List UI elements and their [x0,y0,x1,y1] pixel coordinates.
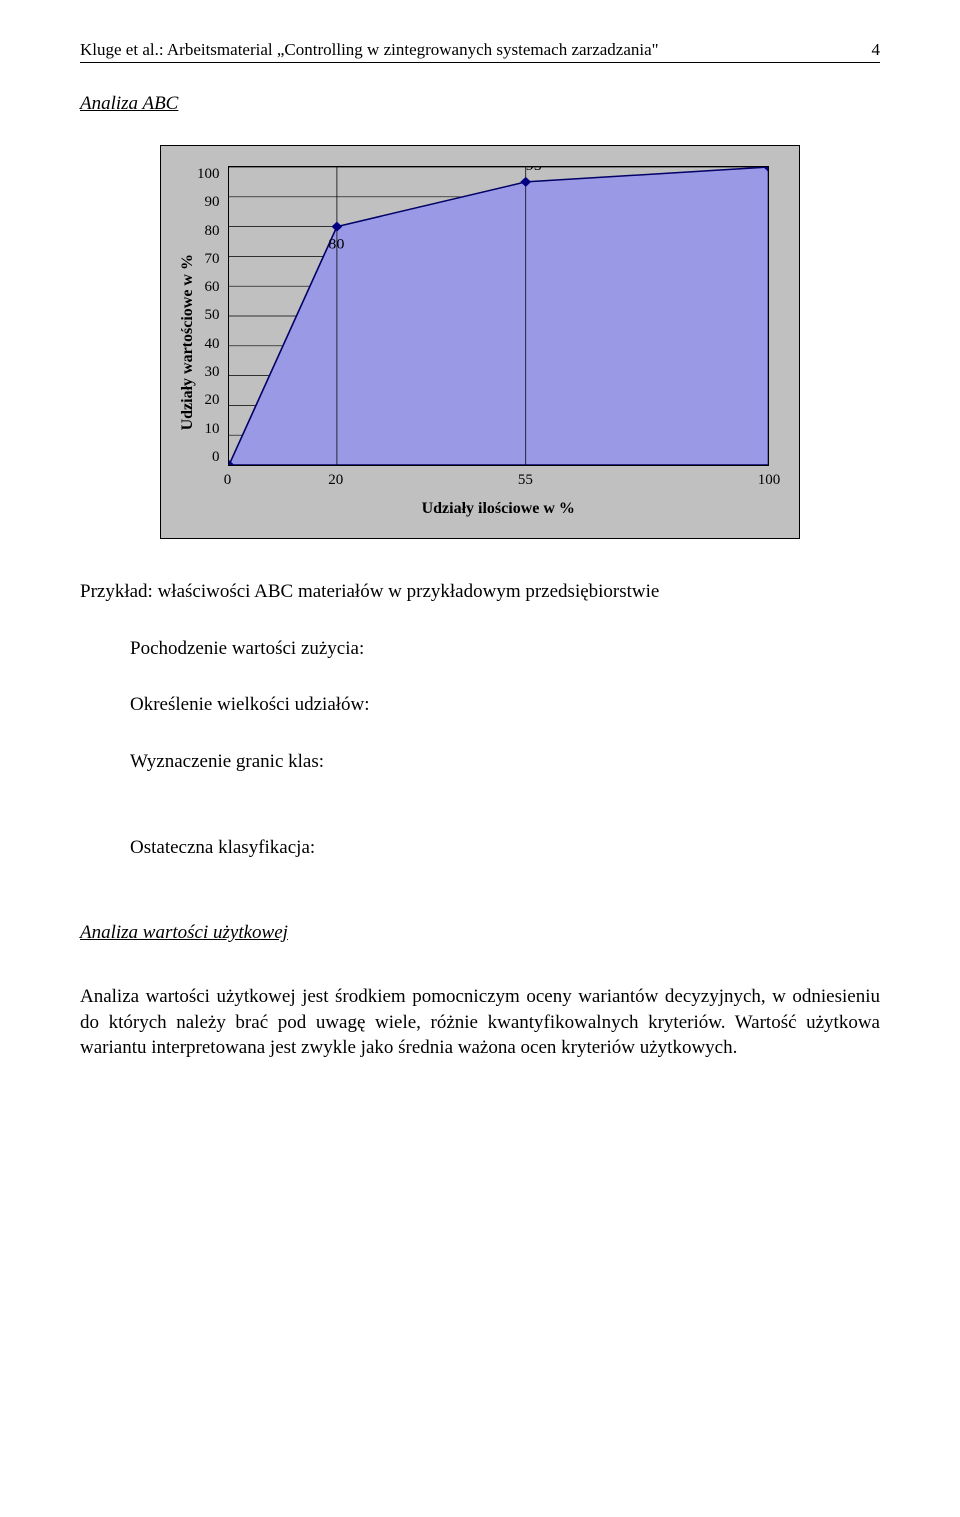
section-title-utility: Analiza wartości użytkowej [80,922,880,944]
chart-y-label: Udziały wartościowe w % [171,254,197,430]
y-tick: 10 [205,421,220,438]
y-tick: 0 [212,449,220,466]
y-tick: 50 [205,307,220,324]
section-title-abc: Analiza ABC [80,93,880,115]
svg-text:95: 95 [525,167,541,174]
y-tick: 100 [197,166,220,183]
x-tick: 0 [224,472,232,489]
y-tick: 30 [205,364,220,381]
chart-svg: 08095100 [229,167,769,465]
y-tick: 40 [205,336,220,353]
y-tick: 90 [205,194,220,211]
y-tick: 60 [205,279,220,296]
chart-y-axis: 1009080706050403020100 [197,166,228,466]
page-number: 4 [872,40,881,60]
body-line-classification: Ostateczna klasyfikacja: [130,835,880,862]
utility-paragraph: Analiza wartości użytkowej jest środkiem… [80,984,880,1061]
chart-x-label: Udziały ilościowe w % [228,500,770,518]
svg-text:80: 80 [328,236,344,252]
chart-container: Udziały wartościowe w % 1009080706050403… [80,145,880,539]
page-header: Kluge et al.: Arbeitsmaterial „Controlli… [80,40,880,63]
x-tick: 55 [518,472,533,489]
header-text: Kluge et al.: Arbeitsmaterial „Controlli… [80,40,659,60]
chart-plot-area: 08095100 [228,166,770,466]
header-title: : Arbeitsmaterial „Controlling w zintegr… [159,40,659,59]
chart-box: Udziały wartościowe w % 1009080706050403… [160,145,800,539]
header-authors: Kluge et al. [80,40,159,59]
chart-x-axis: 02055100 [228,472,770,492]
x-tick: 100 [758,472,781,489]
body-line-shares: Określenie wielkości udziałów: [130,692,880,719]
y-tick: 20 [205,392,220,409]
body-line-boundaries: Wyznaczenie granic klas: [130,749,880,776]
example-heading: Przykład: właściwości ABC materiałów w p… [80,579,880,606]
x-tick: 20 [328,472,343,489]
y-tick: 80 [205,223,220,240]
body-line-origin: Pochodzenie wartości zużycia: [130,636,880,663]
y-tick: 70 [205,251,220,268]
